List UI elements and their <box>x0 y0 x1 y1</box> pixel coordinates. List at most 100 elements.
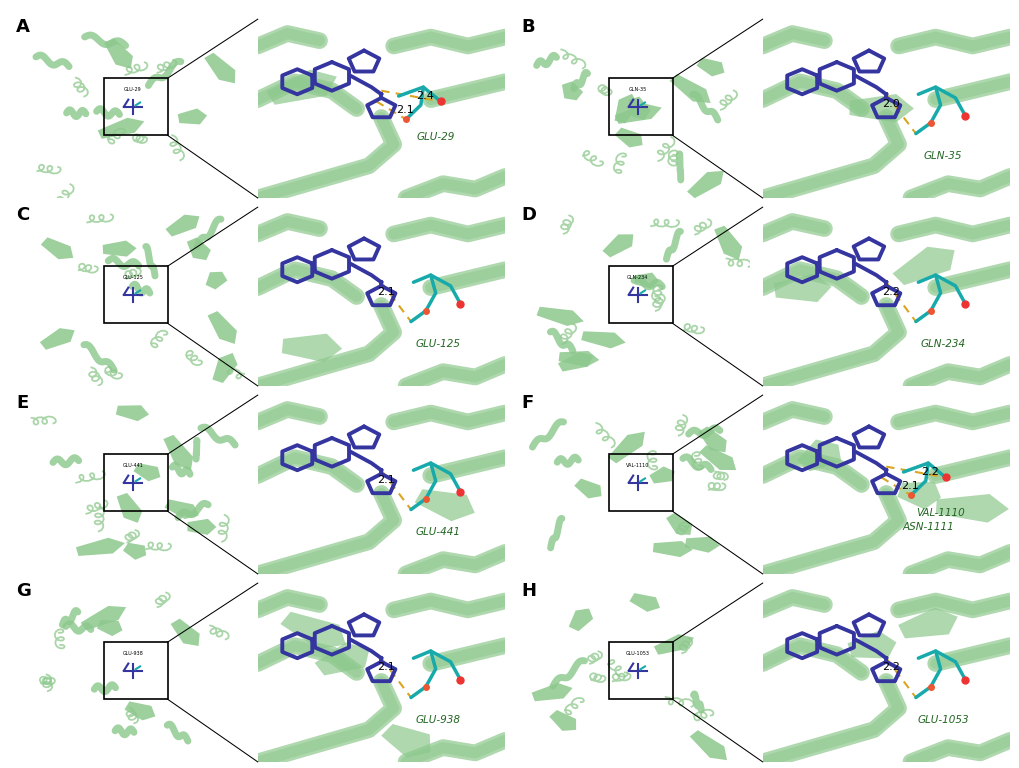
Text: GLU-29: GLU-29 <box>416 132 454 142</box>
Polygon shape <box>558 351 599 367</box>
Polygon shape <box>187 519 216 535</box>
Text: GLU-1053: GLU-1053 <box>916 715 968 726</box>
Polygon shape <box>614 104 661 124</box>
Text: 2.4: 2.4 <box>416 91 433 101</box>
Polygon shape <box>628 97 650 120</box>
Polygon shape <box>204 53 235 84</box>
Polygon shape <box>206 272 227 290</box>
Polygon shape <box>689 730 727 760</box>
Polygon shape <box>773 273 830 302</box>
Text: 2.1: 2.1 <box>900 482 918 492</box>
Polygon shape <box>557 352 593 372</box>
Polygon shape <box>687 170 723 198</box>
Text: 2.2: 2.2 <box>920 467 937 477</box>
Text: GLN-234: GLN-234 <box>627 275 648 280</box>
Polygon shape <box>97 620 122 636</box>
Polygon shape <box>104 38 132 68</box>
Polygon shape <box>698 426 726 452</box>
Polygon shape <box>602 234 633 257</box>
Text: 2.1: 2.1 <box>377 663 394 673</box>
Polygon shape <box>40 328 74 349</box>
Polygon shape <box>892 247 954 285</box>
Bar <box>608 642 672 700</box>
Polygon shape <box>212 353 237 383</box>
Polygon shape <box>548 710 576 731</box>
Text: GLN-234: GLN-234 <box>919 339 965 349</box>
Polygon shape <box>696 58 723 77</box>
Polygon shape <box>536 306 583 326</box>
Polygon shape <box>177 108 207 124</box>
Polygon shape <box>614 94 637 124</box>
Polygon shape <box>653 634 693 655</box>
Bar <box>104 642 167 700</box>
Polygon shape <box>315 642 369 675</box>
Polygon shape <box>897 482 941 509</box>
Text: 2.0: 2.0 <box>881 98 899 108</box>
Polygon shape <box>41 237 73 260</box>
Polygon shape <box>796 439 841 472</box>
Bar <box>608 78 672 135</box>
Polygon shape <box>847 631 896 658</box>
Polygon shape <box>649 466 674 484</box>
Text: D: D <box>521 206 536 223</box>
Polygon shape <box>561 81 583 101</box>
Text: E: E <box>16 393 29 412</box>
Polygon shape <box>698 445 736 470</box>
Polygon shape <box>898 607 957 638</box>
Polygon shape <box>581 331 625 349</box>
Polygon shape <box>124 701 155 720</box>
Polygon shape <box>170 618 200 646</box>
Bar <box>104 266 167 323</box>
Text: VAL-1110: VAL-1110 <box>915 508 964 518</box>
Text: GLU-125: GLU-125 <box>416 339 461 349</box>
Polygon shape <box>81 606 126 631</box>
Polygon shape <box>381 724 430 758</box>
Polygon shape <box>665 512 692 535</box>
Polygon shape <box>934 494 1008 522</box>
Polygon shape <box>208 311 236 344</box>
Text: H: H <box>521 581 536 600</box>
Polygon shape <box>652 541 692 557</box>
Polygon shape <box>629 593 659 612</box>
Bar <box>104 454 167 511</box>
Text: GLN-35: GLN-35 <box>628 87 646 91</box>
Polygon shape <box>75 538 125 556</box>
Text: GLN-35: GLN-35 <box>923 151 961 161</box>
Polygon shape <box>849 94 913 123</box>
Polygon shape <box>614 127 642 147</box>
Text: VAL-1110: VAL-1110 <box>626 462 649 468</box>
Bar <box>608 454 672 511</box>
Polygon shape <box>123 543 146 560</box>
Text: GLU-938: GLU-938 <box>416 715 461 726</box>
Polygon shape <box>103 240 137 257</box>
Polygon shape <box>116 406 149 421</box>
Polygon shape <box>685 537 719 553</box>
Bar <box>104 78 167 135</box>
Polygon shape <box>280 612 345 649</box>
Polygon shape <box>281 333 341 362</box>
Text: GLU-125: GLU-125 <box>122 275 143 280</box>
Polygon shape <box>668 74 710 103</box>
Text: 2.2: 2.2 <box>881 663 899 673</box>
Polygon shape <box>634 273 658 289</box>
Text: C: C <box>16 206 30 223</box>
Polygon shape <box>186 237 211 260</box>
Text: G: G <box>16 581 32 600</box>
Text: 2.1: 2.1 <box>377 475 394 485</box>
Polygon shape <box>569 608 592 631</box>
Polygon shape <box>415 489 474 521</box>
Polygon shape <box>133 463 160 482</box>
Polygon shape <box>713 226 742 260</box>
Text: GLU-441: GLU-441 <box>416 528 461 538</box>
Text: 2.1: 2.1 <box>395 105 414 115</box>
Polygon shape <box>531 683 572 701</box>
Text: GLU-1053: GLU-1053 <box>625 650 649 656</box>
Text: GLU-29: GLU-29 <box>124 87 142 91</box>
Polygon shape <box>116 493 142 523</box>
Polygon shape <box>98 118 145 139</box>
Text: 2.2: 2.2 <box>881 286 899 296</box>
Text: B: B <box>521 18 534 35</box>
Text: GLU-938: GLU-938 <box>122 650 143 656</box>
Polygon shape <box>165 214 200 237</box>
Polygon shape <box>164 499 199 519</box>
